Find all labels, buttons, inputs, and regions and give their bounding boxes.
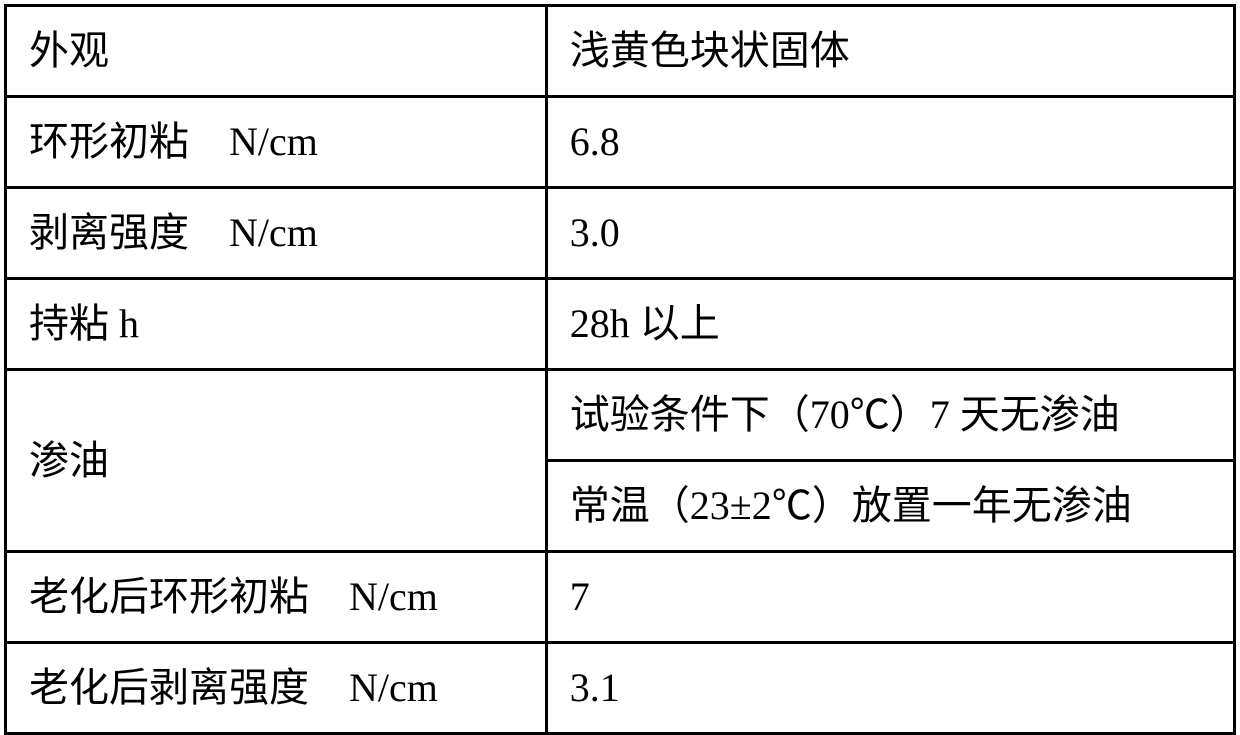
prop-label: 剥离强度 N/cm	[6, 188, 547, 279]
table-row: 环形初粘 N/cm 6.8	[6, 97, 1235, 188]
prop-label: 渗油	[6, 370, 547, 552]
prop-label: 老化后剥离强度 N/cm	[6, 643, 547, 734]
table-row: 渗油 试验条件下（70℃）7 天无渗油	[6, 370, 1235, 461]
prop-value: 28h 以上	[546, 279, 1234, 370]
prop-value: 3.1	[546, 643, 1234, 734]
prop-value: 试验条件下（70℃）7 天无渗油	[546, 370, 1234, 461]
table-row: 老化后环形初粘 N/cm 7	[6, 552, 1235, 643]
prop-label: 环形初粘 N/cm	[6, 97, 547, 188]
table-row: 剥离强度 N/cm 3.0	[6, 188, 1235, 279]
prop-value: 6.8	[546, 97, 1234, 188]
prop-value: 浅黄色块状固体	[546, 6, 1234, 97]
prop-value: 常温（23±2℃）放置一年无渗油	[546, 461, 1234, 552]
table-row: 老化后剥离强度 N/cm 3.1	[6, 643, 1235, 734]
prop-value: 7	[546, 552, 1234, 643]
prop-label: 外观	[6, 6, 547, 97]
prop-value: 3.0	[546, 188, 1234, 279]
table-row: 外观 浅黄色块状固体	[6, 6, 1235, 97]
prop-label: 老化后环形初粘 N/cm	[6, 552, 547, 643]
prop-label: 持粘 h	[6, 279, 547, 370]
table-row: 持粘 h 28h 以上	[6, 279, 1235, 370]
properties-table: 外观 浅黄色块状固体 环形初粘 N/cm 6.8 剥离强度 N/cm 3.0 持…	[4, 4, 1236, 735]
